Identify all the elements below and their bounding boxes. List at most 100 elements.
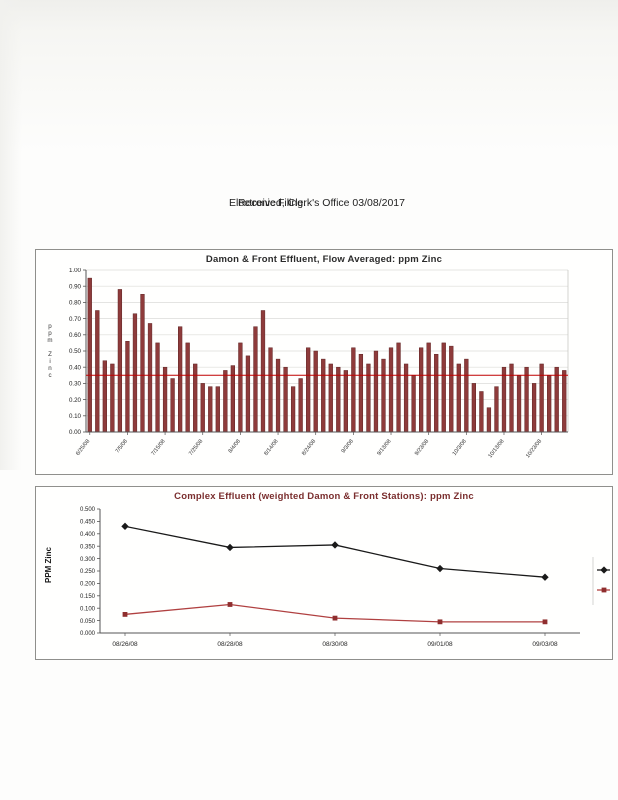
x-tick-label: 8/24/08 (301, 439, 317, 457)
bar (238, 342, 243, 433)
bar (275, 358, 281, 433)
diamond-marker (226, 543, 234, 552)
bar (456, 363, 461, 433)
bar (321, 358, 326, 433)
square-marker (437, 619, 443, 625)
bar (486, 407, 492, 433)
y-tick-label: 0.40 (69, 364, 82, 371)
y-tick-label: 0.100 (80, 606, 96, 612)
x-tick-label: 7/5/08 (115, 439, 129, 455)
x-tick-label: 6/25/08 (75, 439, 91, 457)
diamond-marker (436, 564, 444, 573)
bar (426, 342, 431, 433)
y-tick-label: 0.000 (80, 631, 96, 637)
bar (562, 370, 567, 433)
filing-stamp-line1: Electronic Filing: (229, 197, 307, 209)
bar (253, 326, 258, 433)
y-axis-letter: m (47, 337, 52, 344)
bar-chart-panel: Damon & Front Effluent, Flow Averaged: p… (35, 249, 613, 475)
y-tick-label: 0.70 (69, 316, 82, 323)
y-tick-label: 0.60 (69, 332, 82, 339)
bar (336, 366, 341, 433)
bar (328, 363, 333, 433)
y-tick-label: 1.00 (69, 268, 82, 274)
y-tick-label: 0.350 (80, 544, 96, 550)
bar (539, 363, 544, 433)
square-marker (227, 602, 233, 607)
bar (381, 358, 386, 433)
y-tick-label: 0.050 (80, 619, 96, 625)
y-tick-label: 0.150 (80, 594, 96, 600)
bar (298, 378, 303, 433)
y-tick-label: 0.10 (69, 413, 82, 420)
bar (388, 347, 394, 433)
bar (479, 391, 484, 433)
y-axis-letter: n (48, 365, 52, 372)
diamond-marker (331, 541, 339, 549)
y-tick-label: 0.500 (80, 507, 96, 513)
bar (283, 366, 288, 433)
bar (524, 366, 529, 433)
x-tick-label: 09/01/08 (427, 641, 453, 648)
y-tick-label: 0.300 (80, 557, 96, 563)
bar (102, 360, 107, 433)
y-axis-letter: c (48, 372, 51, 379)
line-chart: 0.000 0.050 0.100 0.150 0.200 0.250 0.300 0.350… (80, 507, 610, 648)
x-tick-label: 08/26/08 (112, 641, 138, 648)
bar (396, 342, 401, 433)
bar (95, 310, 100, 433)
bar (464, 358, 469, 433)
bar (358, 353, 364, 433)
diamond-marker (121, 522, 129, 531)
bar (554, 366, 559, 433)
bar (441, 342, 446, 433)
series-line (124, 525, 546, 578)
x-tick-label: 8/14/08 (263, 439, 279, 457)
x-tick-label: 8/4/08 (228, 439, 242, 455)
x-tick-label: 08/30/08 (322, 641, 348, 648)
bar (140, 294, 145, 433)
y-tick-label: 0.250 (80, 569, 96, 575)
x-tick-label: 9/23/08 (414, 439, 430, 457)
bar (471, 383, 476, 433)
square-marker (542, 619, 548, 625)
square-marker (122, 612, 128, 617)
line-chart-panel: Complex Effluent (weighted Damon & Front… (35, 486, 613, 660)
bar (132, 313, 138, 433)
bar (411, 375, 416, 433)
bar (110, 363, 115, 433)
filing-stamp: Electronic Filing: Received, Clerk's Off… (0, 197, 618, 213)
scan-artifact-left (0, 0, 22, 470)
scan-artifact-top (0, 0, 618, 235)
bar (268, 347, 273, 433)
bar (117, 289, 123, 433)
bar (403, 363, 409, 433)
y-axis-letter: p (48, 323, 52, 330)
x-tick-label: 08/28/08 (217, 641, 243, 648)
bar (494, 386, 499, 433)
bar (223, 370, 228, 433)
bar (87, 277, 92, 433)
bar (290, 386, 296, 433)
y-tick-label: 0.200 (80, 582, 96, 588)
square-marker (332, 615, 338, 621)
y-axis-letter: p (48, 330, 52, 337)
bar (185, 342, 190, 433)
x-tick-label: 9/3/08 (341, 439, 355, 455)
bar (449, 345, 454, 433)
line-chart-title: Complex Effluent (weighted Damon & Front… (174, 491, 474, 502)
bar (125, 341, 130, 433)
bar (366, 363, 371, 433)
square-marker (601, 587, 607, 593)
y-axis-letter: Z (48, 351, 52, 358)
bar (516, 375, 522, 433)
y-tick-label: 0.400 (80, 532, 96, 538)
bar (178, 326, 183, 433)
bar (193, 363, 198, 433)
bar (373, 350, 379, 433)
bar (215, 386, 220, 433)
bar (162, 366, 168, 433)
filing-stamp-line2: Received, Clerk's Office 03/08/2017 (238, 197, 405, 209)
bar (200, 383, 205, 433)
